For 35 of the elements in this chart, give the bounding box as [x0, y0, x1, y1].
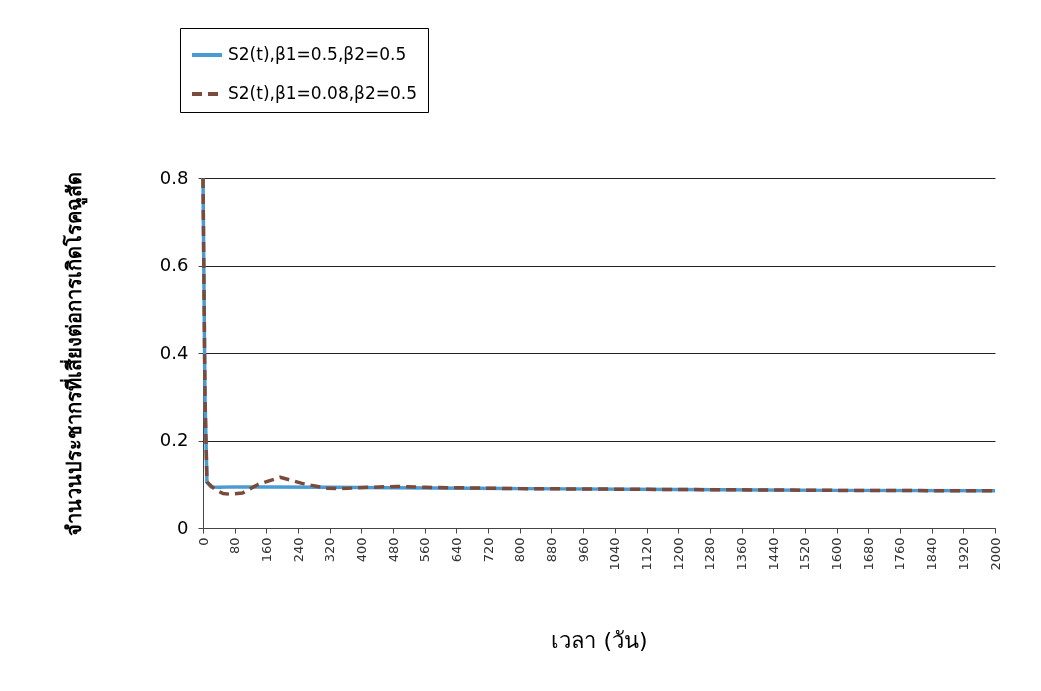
- x-tick-label: 880: [543, 537, 559, 563]
- y-axis-title: จำนวนประชากรที่เสี่ยงต่อการเกิดโรคฉูสัด: [58, 171, 88, 536]
- x-tick-label: 240: [290, 537, 306, 563]
- legend-label: S2(t),β1=0.5,β2=0.5: [228, 44, 407, 64]
- x-tick-label: 0: [195, 537, 211, 546]
- x-tick-label: 1120: [639, 537, 655, 571]
- x-tick-label: 1360: [734, 537, 750, 571]
- y-tick-label: 0.4: [159, 341, 189, 363]
- legend-label: S2(t),β1=0.08,β2=0.5: [228, 83, 418, 103]
- x-tick-label: 480: [385, 537, 401, 563]
- x-tick-label: 160: [258, 537, 274, 563]
- y-tick-label: 0.2: [159, 429, 189, 450]
- x-tick-label: 1680: [860, 537, 876, 571]
- x-tick-label: 800: [512, 537, 528, 563]
- x-tick-label: 960: [575, 537, 591, 563]
- x-tick-label: 1920: [955, 537, 971, 571]
- y-tick-label: 0: [177, 516, 189, 538]
- x-tick-label: 720: [480, 537, 496, 563]
- x-tick-label: 400: [353, 537, 369, 563]
- x-tick-label: 1760: [892, 537, 908, 571]
- x-tick-label: 1600: [829, 537, 845, 571]
- x-tick-label: 1840: [924, 537, 940, 571]
- x-tick-label: 1200: [670, 537, 686, 571]
- x-axis-title: เวลา (วัน): [551, 627, 648, 653]
- y-tick-label: 0.6: [159, 254, 189, 275]
- x-tick-label: 560: [417, 537, 433, 563]
- x-tick-label: 1280: [702, 537, 718, 571]
- x-tick-label: 80: [227, 537, 243, 555]
- y-tick-label: 0.8: [159, 166, 189, 188]
- x-tick-label: 1040: [607, 537, 623, 571]
- x-tick-label: 640: [448, 537, 464, 563]
- x-tick-label: 1520: [797, 537, 813, 571]
- x-tick-label: 2000: [987, 537, 1003, 571]
- x-tick-label: 1440: [765, 537, 781, 571]
- x-tick-label: 320: [322, 537, 338, 563]
